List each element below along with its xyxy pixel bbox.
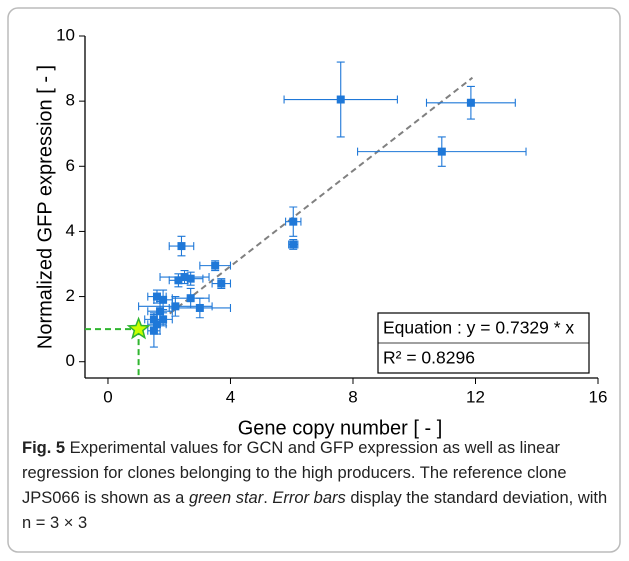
point bbox=[289, 217, 298, 226]
x-tick-label: 4 bbox=[226, 387, 235, 406]
point bbox=[152, 292, 161, 301]
point bbox=[186, 294, 195, 303]
point bbox=[174, 276, 183, 285]
x-tick-label: 12 bbox=[466, 387, 485, 406]
point bbox=[217, 279, 226, 288]
y-tick-label: 8 bbox=[66, 91, 75, 110]
point bbox=[180, 273, 189, 282]
y-tick-label: 6 bbox=[66, 156, 75, 175]
point bbox=[289, 240, 298, 249]
y-tick-label: 4 bbox=[66, 221, 75, 240]
caption-text: display the standard deviation, with n =… bbox=[22, 489, 608, 532]
y-tick-label: 0 bbox=[66, 351, 75, 370]
caption: Fig. 5 Experimental values for GCN and G… bbox=[22, 436, 614, 536]
point bbox=[156, 307, 165, 316]
y-tick-label: 10 bbox=[56, 25, 75, 44]
x-tick-label: 8 bbox=[348, 387, 357, 406]
point bbox=[437, 147, 446, 156]
caption-text: green star bbox=[188, 489, 264, 507]
point bbox=[159, 295, 168, 304]
point bbox=[195, 303, 204, 312]
caption-text: . bbox=[263, 489, 273, 507]
equation-row: Equation : y = 0.7329 * x bbox=[383, 318, 574, 338]
x-tick-label: 16 bbox=[589, 387, 608, 406]
caption-label: Fig. 5 bbox=[22, 439, 66, 457]
point bbox=[466, 98, 475, 107]
y-tick-label: 2 bbox=[66, 286, 75, 305]
point bbox=[159, 315, 168, 324]
frame bbox=[7, 7, 621, 553]
fit-line bbox=[153, 76, 474, 327]
x-tick-label: 0 bbox=[103, 387, 112, 406]
point bbox=[152, 320, 161, 329]
point bbox=[211, 261, 220, 270]
reference-star bbox=[126, 316, 151, 340]
caption-text: Experimental values for GCN and GFP expr… bbox=[22, 439, 567, 507]
caption-text: Error bars bbox=[272, 489, 346, 507]
y-axis-label: Normalized GFP expression [ - ] bbox=[34, 65, 56, 349]
equation-row: R² = 0.8296 bbox=[383, 348, 475, 368]
point bbox=[177, 242, 186, 251]
x-axis-label: Gene copy number [ - ] bbox=[238, 417, 443, 439]
point bbox=[186, 274, 195, 283]
point bbox=[336, 95, 345, 104]
point bbox=[149, 326, 158, 335]
point bbox=[171, 302, 180, 311]
